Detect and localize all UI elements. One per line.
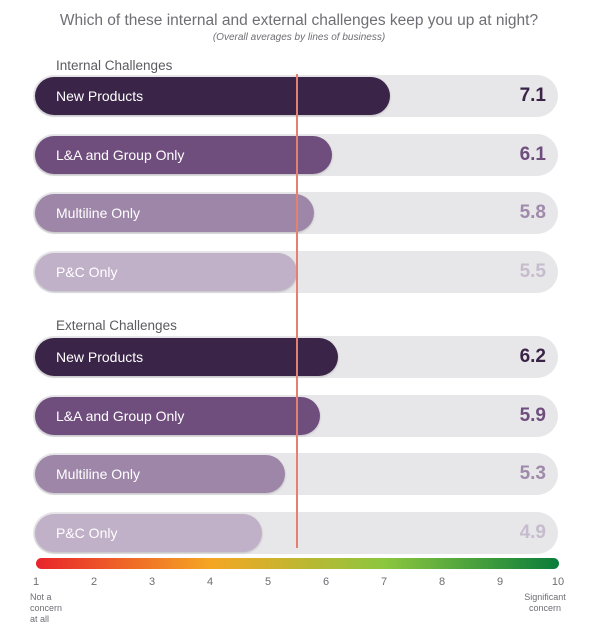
bar-value-label: 6.2	[519, 346, 546, 367]
chart-title: Which of these internal and external cha…	[59, 12, 539, 29]
axis-tick-label: 6	[322, 576, 330, 588]
bar-label: New Products	[56, 349, 144, 365]
bar-label: Multiline Only	[56, 205, 141, 222]
axis-tick-label: 7	[380, 576, 388, 588]
section-label: External Challenges	[56, 318, 177, 333]
bar	[35, 135, 332, 174]
section-label: Internal Challenges	[56, 58, 173, 73]
axis-tick-label: 2	[90, 576, 98, 588]
bar-label: L&A and Group Only	[56, 407, 185, 424]
bar	[35, 396, 321, 435]
chart-subtitle: (Overall averages by lines of business)	[212, 32, 386, 43]
bar	[35, 252, 297, 291]
bar	[35, 455, 286, 494]
reference-line	[296, 74, 298, 548]
bar	[35, 513, 263, 552]
bar-label: L&A and Group Only	[56, 146, 185, 163]
axis-tick-label: 3	[148, 576, 156, 588]
bar-value-label: 6.1	[519, 143, 546, 165]
axis-tick-label: 4	[206, 576, 214, 588]
bar-label: P&C Only	[56, 263, 118, 280]
axis-tick-label: 5	[264, 576, 272, 588]
scale-high-label: Significant concern	[524, 592, 566, 613]
bar-value-label: 7.1	[519, 85, 546, 106]
bar	[35, 77, 390, 115]
scale-low-label: Not a concern at all	[30, 592, 63, 624]
bar-value-label: 4.9	[519, 521, 546, 543]
bar-value-label: 5.9	[519, 404, 546, 426]
concern-scale-bar	[36, 558, 559, 569]
bar-value-label: 5.3	[519, 463, 546, 485]
axis-tick-label: 9	[496, 576, 504, 588]
axis-tick-label: 10	[551, 576, 565, 588]
bar	[35, 194, 315, 233]
bar-value-label: 5.8	[519, 202, 546, 224]
bar-value-label: 5.5	[519, 260, 546, 282]
bar-label: Multiline Only	[56, 466, 141, 483]
axis-tick-label: 1	[32, 576, 40, 588]
bar-label: New Products	[56, 88, 144, 104]
bar	[35, 338, 338, 376]
bar-label: P&C Only	[56, 524, 118, 541]
axis-tick-label: 8	[438, 576, 446, 588]
